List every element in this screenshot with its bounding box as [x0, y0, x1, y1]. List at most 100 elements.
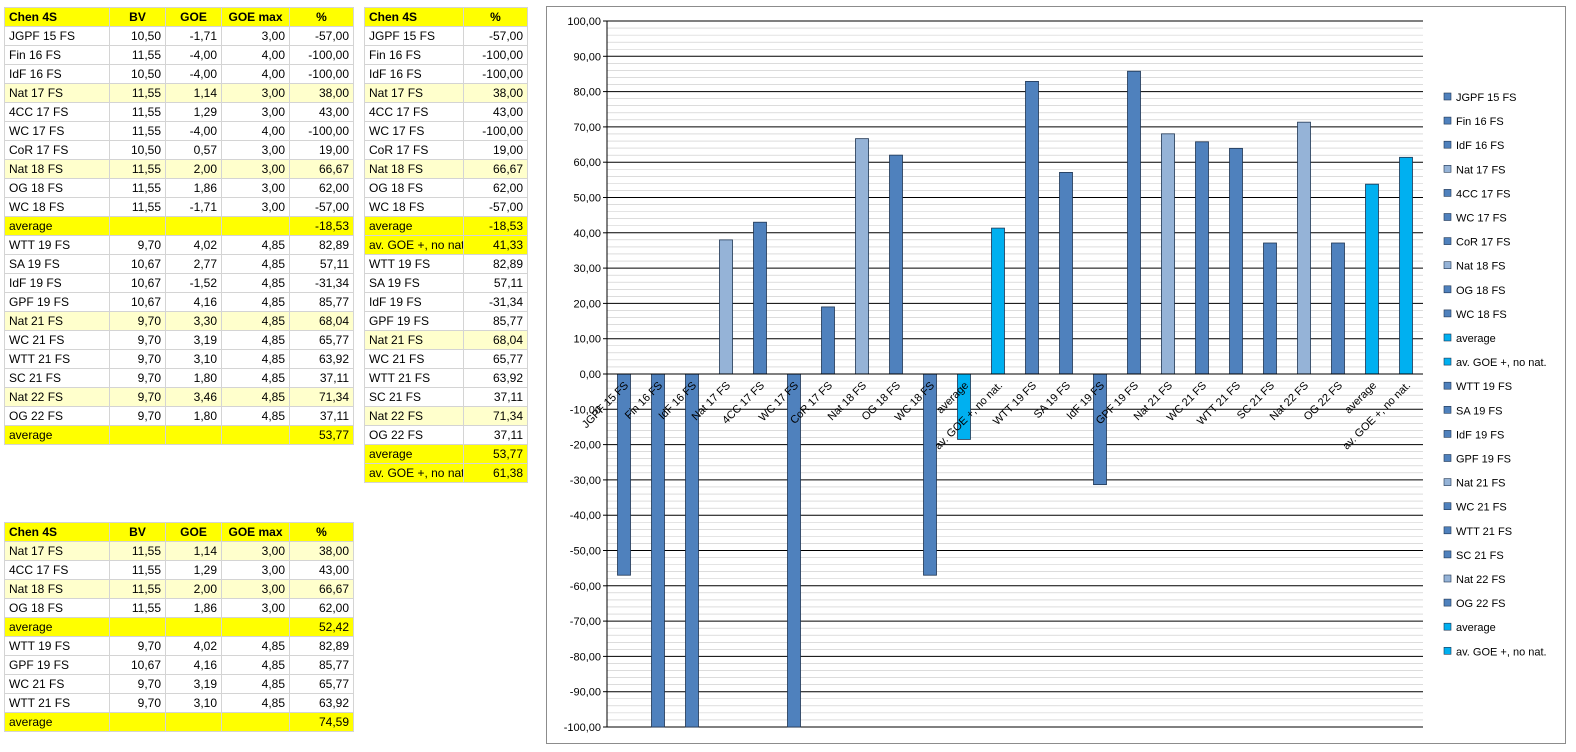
- bar: [1263, 242, 1277, 375]
- table-row: Nat 17 FS 11,55 1,14 3,00 38,00: [4, 541, 354, 561]
- cell-goemax: 3,00: [221, 579, 290, 599]
- y-tick-label: 20,00: [573, 298, 601, 310]
- cell-pct: -18,53: [463, 216, 528, 236]
- cell-bv: 11,55: [109, 598, 166, 618]
- row-label: Nat 22 FS: [364, 406, 464, 426]
- row-label: Fin 16 FS: [4, 45, 110, 65]
- bar: [719, 239, 733, 375]
- legend-swatch: [1443, 116, 1452, 125]
- cell-goemax: 3,00: [221, 26, 290, 46]
- table-row: CoR 17 FS 19,00: [364, 140, 528, 160]
- cell-goe: 2,00: [165, 159, 222, 179]
- cell-bv: 10,50: [109, 140, 166, 160]
- legend-swatch: [1443, 285, 1452, 294]
- row-label: Nat 18 FS: [364, 159, 464, 179]
- legend-swatch: [1443, 357, 1452, 366]
- cell-bv: 10,67: [109, 254, 166, 274]
- row-label: SA 19 FS: [364, 273, 464, 293]
- cell-goemax: 4,85: [221, 636, 290, 656]
- column-header: GOE: [165, 7, 222, 27]
- bar: [889, 154, 903, 375]
- table-row: OG 18 FS 11,55 1,86 3,00 62,00: [4, 598, 354, 618]
- table-row: Nat 17 FS 11,55 1,14 3,00 38,00: [4, 83, 354, 103]
- legend-label: average: [1456, 622, 1496, 634]
- legend-swatch: [1443, 261, 1452, 269]
- legend-label: 4CC 17 FS: [1456, 188, 1510, 200]
- percent-table: Chen 4S% JGPF 15 FS -57,00 Fin 16 FS -100,00…: [364, 7, 528, 483]
- table-header-row: Chen 4S%: [364, 7, 528, 27]
- y-tick-label: 40,00: [573, 228, 601, 240]
- cell-goemax: 4,85: [221, 406, 290, 426]
- cell-goemax: 3,00: [221, 178, 290, 198]
- legend-swatch: [1443, 237, 1452, 245]
- cell-bv: 9,70: [109, 235, 166, 255]
- legend-label: GPF 19 FS: [1456, 454, 1511, 466]
- cell-pct: 82,89: [463, 254, 528, 274]
- row-label: JGPF 15 FS: [4, 26, 110, 46]
- cell-goemax: 4,00: [221, 45, 290, 65]
- cell-goe: -1,52: [165, 273, 222, 293]
- cell-pct: -100,00: [463, 121, 528, 141]
- column-header: %: [463, 7, 528, 27]
- table-row: WC 21 FS 9,70 3,19 4,85 65,77: [4, 674, 354, 694]
- legend-swatch: [1443, 598, 1452, 607]
- y-tick-label: 0,00: [580, 369, 601, 381]
- cell-goemax: [221, 617, 290, 637]
- column-header: BV: [109, 7, 166, 27]
- bar: [1229, 147, 1243, 375]
- bar-chart-svg: 100,00 90,00 80,00 70,00 60,00 50,00 40,00 30,0…: [564, 16, 1547, 734]
- cell-goe: 0,57: [165, 140, 222, 160]
- cell-bv: 9,70: [109, 636, 166, 656]
- cell-goemax: 3,00: [221, 140, 290, 160]
- bar: [855, 138, 869, 375]
- legend-swatch: [1443, 92, 1452, 101]
- table-row: OG 18 FS 11,55 1,86 3,00 62,00: [4, 178, 354, 198]
- x-tick-label: av. GOE +, no nat.: [1341, 380, 1414, 453]
- cell-goe: 3,19: [165, 330, 222, 350]
- cell-pct: 68,04: [289, 311, 354, 331]
- cell-bv: 10,67: [109, 655, 166, 675]
- cell-goe: 3,46: [165, 387, 222, 407]
- bar: [1025, 80, 1039, 375]
- cell-goe: 1,29: [165, 102, 222, 122]
- bar: [1331, 242, 1345, 375]
- row-label: OG 22 FS: [4, 406, 110, 426]
- cell-pct: 52,42: [289, 617, 354, 637]
- cell-pct: -57,00: [463, 26, 528, 46]
- row-label: Fin 16 FS: [364, 45, 464, 65]
- cell-goe: 3,19: [165, 674, 222, 694]
- cell-goe: 4,16: [165, 655, 222, 675]
- average-row: av. GOE +, no nat. 61,38: [364, 463, 528, 483]
- cell-pct: -100,00: [463, 64, 528, 84]
- row-label: GPF 19 FS: [4, 655, 110, 675]
- cell-pct: 82,89: [289, 636, 354, 656]
- cell-bv: 10,50: [109, 26, 166, 46]
- cell-goemax: 4,00: [221, 121, 290, 141]
- cell-pct: 38,00: [289, 541, 354, 561]
- cell-pct: 63,92: [289, 349, 354, 369]
- row-label: IdF 19 FS: [4, 273, 110, 293]
- row-label: SC 21 FS: [364, 387, 464, 407]
- legend-label: OG 22 FS: [1456, 598, 1506, 610]
- cell-goemax: [221, 216, 290, 236]
- y-tick-label: -60,00: [570, 581, 601, 593]
- y-tick-label: 10,00: [573, 334, 601, 346]
- average-row: average 53,77: [4, 425, 354, 445]
- cell-pct: 38,00: [463, 83, 528, 103]
- legend-swatch: [1443, 430, 1452, 438]
- row-label: Nat 21 FS: [364, 330, 464, 350]
- table-row: WC 18 FS -57,00: [364, 197, 528, 217]
- cell-goemax: 3,00: [221, 560, 290, 580]
- cell-goemax: 4,85: [221, 254, 290, 274]
- cell-pct: 37,11: [463, 425, 528, 445]
- cell-goe: [165, 617, 222, 637]
- cell-goemax: 4,85: [221, 368, 290, 388]
- legend-label: WC 17 FS: [1456, 213, 1507, 225]
- cell-pct: 19,00: [289, 140, 354, 160]
- table-row: WTT 19 FS 82,89: [364, 254, 528, 274]
- row-label: 4CC 17 FS: [4, 560, 110, 580]
- average-row: av. GOE +, no nat. 41,33: [364, 235, 528, 255]
- cell-pct: 19,00: [463, 140, 528, 160]
- table-row: Nat 21 FS 9,70 3,30 4,85 68,04: [4, 311, 354, 331]
- cell-goemax: 4,85: [221, 311, 290, 331]
